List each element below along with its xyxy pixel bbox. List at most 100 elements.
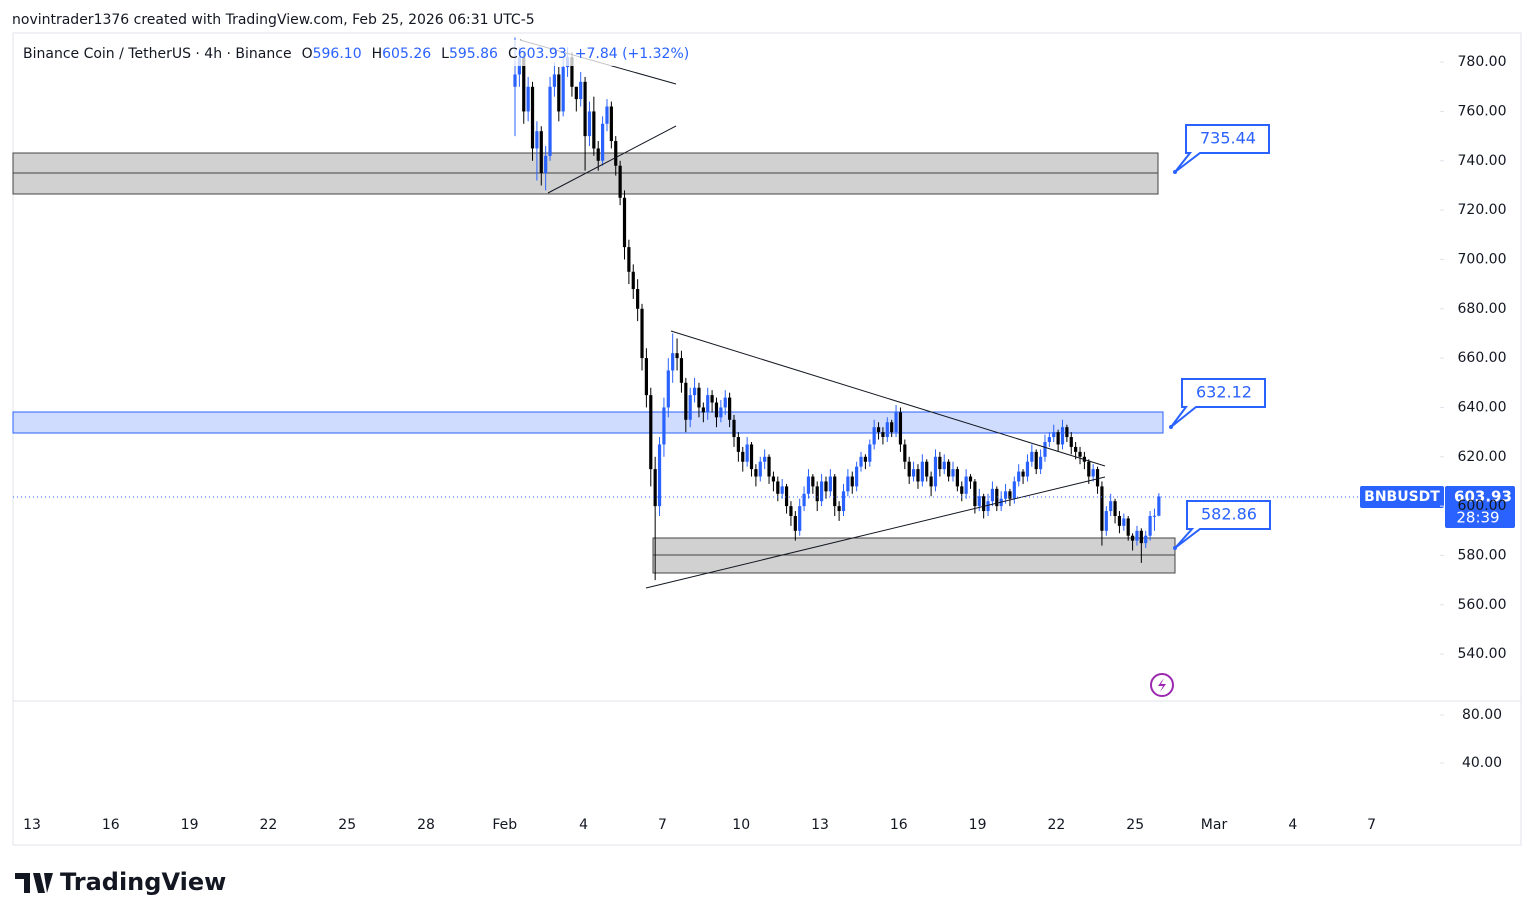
x-tick-label: 16: [890, 817, 908, 833]
x-tick-label: 7: [1367, 817, 1376, 833]
candle-body: [732, 419, 736, 438]
legend-value: 595.86: [449, 46, 498, 62]
candle-body: [574, 86, 578, 100]
candle-body: [631, 271, 635, 290]
candle-body: [548, 86, 552, 156]
candle-body: [622, 197, 627, 248]
candle-body: [876, 427, 881, 433]
candle-body: [544, 155, 548, 174]
candle-body: [1056, 432, 1060, 445]
candle-body: [1113, 501, 1117, 516]
candle-body: [1130, 535, 1135, 541]
candle-body: [653, 469, 657, 507]
candle-body: [925, 461, 929, 477]
x-tick-label: 4: [579, 817, 588, 833]
candle-body: [513, 74, 517, 87]
candle-body: [784, 486, 789, 507]
candle-body: [881, 432, 885, 438]
candle-body: [1126, 518, 1130, 536]
candle-body: [662, 407, 666, 445]
candle-body: [890, 422, 894, 433]
trend-line: [547, 125, 677, 194]
candle-body: [557, 74, 561, 112]
zones: [12, 152, 1176, 574]
candle-body: [684, 382, 688, 420]
x-tick-label: 28: [417, 817, 435, 833]
y-tick-label: 560.00: [1458, 597, 1507, 613]
candle-body: [1017, 471, 1021, 482]
candle-body: [618, 165, 622, 198]
y-tick-label: 700.00: [1458, 251, 1507, 267]
y-tick-label: 620.00: [1458, 449, 1507, 465]
candle-body: [990, 488, 995, 502]
candle-body: [920, 461, 924, 482]
candle-body: [719, 407, 723, 418]
candle-body: [605, 106, 609, 124]
y2-tick-label: 40.00: [1462, 755, 1502, 771]
candle-body: [736, 437, 740, 452]
candle-body: [570, 57, 574, 87]
legend-value: 596.10: [313, 46, 362, 62]
y2-tick-label: 80.00: [1462, 707, 1502, 723]
legend-symbol: Binance Coin / TetherUS · 4h · Binance: [23, 46, 292, 62]
event-icon[interactable]: [1150, 673, 1174, 697]
candle-body: [802, 493, 806, 507]
candle-body: [898, 412, 903, 445]
candle-body: [995, 488, 999, 507]
y-tick-label: 740.00: [1458, 153, 1507, 169]
candle-body: [1122, 518, 1126, 526]
x-tick-label: 16: [102, 817, 120, 833]
candle-body: [1025, 461, 1030, 477]
candle-body: [789, 506, 793, 516]
candle-body: [776, 481, 780, 494]
y-tick-label: 660.00: [1458, 350, 1507, 366]
callout-label: 582.86: [1201, 505, 1257, 524]
candle-body: [583, 81, 587, 137]
candle-body: [964, 476, 968, 494]
candle-body: [1030, 451, 1034, 462]
candle-body: [1109, 501, 1113, 512]
candle-body: [977, 496, 981, 507]
y-tick-label: 600.00: [1458, 498, 1507, 514]
legend-key: O: [302, 46, 313, 62]
event-icon-bolt: [1158, 678, 1166, 692]
symbol-tag: [1360, 486, 1444, 508]
countdown: 28:39: [1456, 509, 1499, 527]
candle-body: [1043, 441, 1047, 457]
x-tick-label: 7: [658, 817, 667, 833]
candle-body: [942, 461, 946, 470]
candle-body: [885, 422, 889, 438]
candle-body: [933, 456, 938, 487]
x-tick-label: Mar: [1201, 817, 1228, 833]
candle-body: [798, 506, 802, 531]
candle-body: [701, 407, 705, 413]
candle-body: [846, 476, 850, 492]
candle-body: [859, 456, 863, 467]
trend-line: [645, 476, 1106, 589]
candle-body: [552, 74, 557, 87]
candle-body: [675, 353, 679, 359]
candle-body: [828, 476, 832, 492]
candle-body: [903, 444, 907, 462]
candle-body: [688, 395, 692, 420]
candles: [513, 37, 1161, 581]
x-tick-label: 13: [811, 817, 829, 833]
candle-body: [982, 496, 986, 512]
candle-body: [644, 358, 648, 396]
callout-dot: [1173, 546, 1177, 550]
candle-body: [1148, 515, 1152, 536]
candle-body: [1039, 456, 1043, 470]
candle-body: [640, 308, 644, 359]
candle-body: [1087, 461, 1091, 477]
candle-body: [868, 444, 872, 462]
candle-body: [706, 395, 710, 413]
candle-body: [1091, 469, 1095, 477]
candle-body: [754, 469, 758, 477]
candle-body: [601, 123, 605, 161]
candle-body: [793, 515, 797, 531]
candle-body: [614, 141, 618, 166]
candle-body: [627, 247, 631, 272]
candle-body: [767, 456, 771, 477]
candle-body: [671, 353, 675, 371]
callout-box: [1174, 124, 1270, 173]
